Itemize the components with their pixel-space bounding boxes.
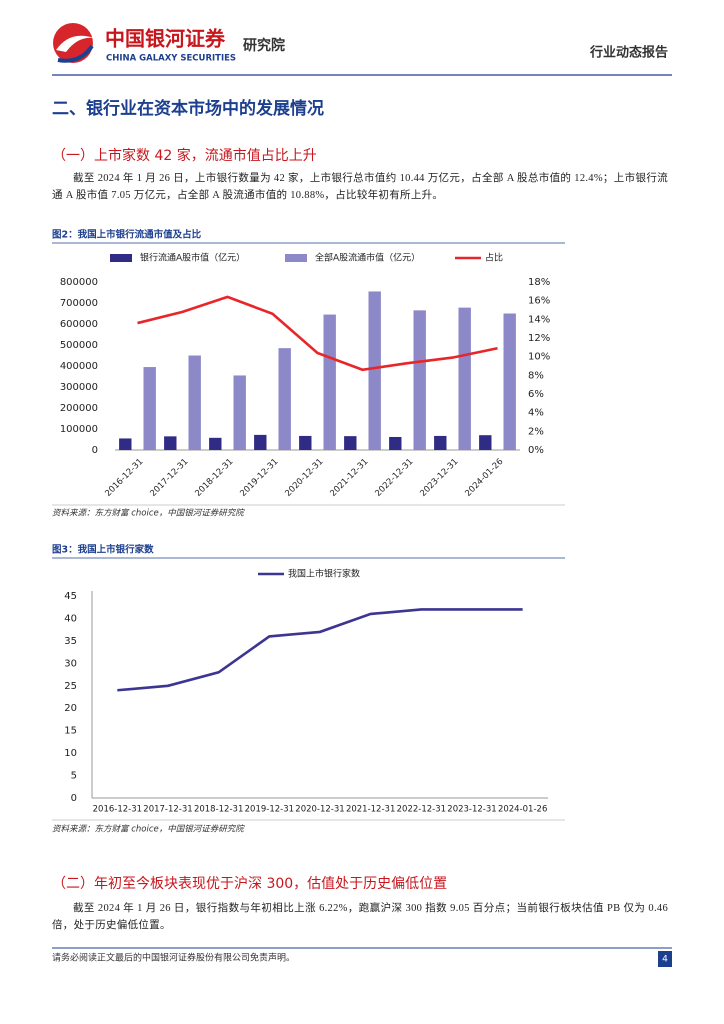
x-tick-label: 2017-12-31 [148, 457, 190, 499]
x-tick-label: 2016-12-31 [103, 457, 145, 499]
bar [119, 438, 132, 450]
y-tick-label: 30 [64, 658, 77, 669]
bar [278, 348, 291, 450]
y-tick-label: 700000 [60, 298, 98, 309]
y2-tick-label: 6% [528, 389, 544, 400]
bar [344, 436, 357, 450]
y-tick-label: 500000 [60, 340, 98, 351]
y2-tick-label: 10% [528, 352, 550, 363]
y-tick-label: 400000 [60, 361, 98, 372]
y-tick-label: 100000 [60, 424, 98, 435]
y-tick-label: 35 [64, 636, 77, 647]
unit: 研究院 [243, 37, 285, 54]
paragraph: 截至 2024 年 1 月 26 日，银行指数与年初相比上涨 6.22%，跑赢沪… [52, 903, 668, 931]
y2-tick-label: 0% [528, 445, 544, 456]
footer-disclaimer: 请务必阅读正文最后的中国银河证券股份有限公司免责声明。 [52, 952, 295, 964]
y-tick-label: 0 [92, 445, 98, 456]
section-title: 二、银行业在资本市场中的发展情况 [52, 98, 324, 119]
bar [233, 375, 246, 450]
y-tick-label: 15 [64, 726, 77, 737]
bar [458, 307, 471, 450]
subsection-title: （二）年初至今板块表现优于沪深 300，估值处于历史偏低位置 [52, 875, 447, 892]
x-tick-label: 2019-12-31 [238, 457, 280, 499]
y2-tick-label: 12% [528, 333, 550, 344]
x-tick-label: 2023-12-31 [447, 805, 496, 815]
y2-tick-label: 18% [528, 277, 550, 288]
bar [323, 314, 336, 450]
y2-tick-label: 14% [528, 314, 550, 325]
x-tick-label: 2020-12-31 [283, 457, 325, 499]
bar [188, 355, 201, 450]
bar [503, 313, 516, 450]
x-tick-label: 2018-12-31 [194, 805, 243, 815]
company-en: CHINA GALAXY SECURITIES [106, 54, 236, 64]
paragraph: 截至 2024 年 1 月 26 日，上市银行数量为 42 家，上市银行总市值约… [52, 173, 668, 201]
x-tick-label: 2021-12-31 [346, 805, 395, 815]
legend-label: 全部A股流通市值（亿元） [315, 252, 420, 264]
y2-tick-label: 16% [528, 296, 550, 307]
logo [53, 23, 94, 63]
figure-source: 资料来源：东方财富 choice，中国银河证券研究院 [52, 824, 245, 835]
bar [479, 435, 492, 450]
y-tick-label: 25 [64, 681, 77, 692]
bar [413, 310, 426, 450]
x-tick-label: 2024-01-26 [498, 805, 547, 815]
legend-swatch [110, 254, 132, 262]
y2-tick-label: 4% [528, 408, 544, 419]
y-tick-label: 0 [71, 793, 77, 804]
line [117, 608, 523, 692]
figure-caption: 图2：我国上市银行流通市值及占比 [52, 229, 202, 241]
y-tick-label: 45 [64, 591, 77, 602]
bar [209, 437, 222, 450]
bar [434, 435, 447, 450]
figure-source: 资料来源：东方财富 choice，中国银河证券研究院 [52, 508, 245, 519]
y-tick-label: 200000 [60, 403, 98, 414]
legend-swatch [285, 254, 307, 262]
bar [143, 367, 156, 450]
bar [164, 436, 177, 450]
x-tick-label: 2022-12-31 [373, 457, 415, 499]
bar [368, 291, 381, 450]
y-tick-label: 300000 [60, 382, 98, 393]
y2-tick-label: 8% [528, 370, 544, 381]
x-tick-label: 2024-01-26 [463, 457, 505, 499]
y-tick-label: 20 [64, 703, 77, 714]
x-tick-label: 2017-12-31 [143, 805, 192, 815]
y-tick-label: 600000 [60, 319, 98, 330]
y2-tick-label: 2% [528, 426, 544, 437]
y-tick-label: 10 [64, 748, 77, 759]
x-tick-label: 2023-12-31 [418, 457, 460, 499]
x-tick-label: 2016-12-31 [93, 805, 142, 815]
legend-label: 我国上市银行家数 [288, 568, 360, 580]
page-number: 4 [662, 955, 668, 965]
legend-label: 占比 [485, 252, 503, 264]
x-tick-label: 2020-12-31 [295, 805, 344, 815]
bar [389, 436, 402, 450]
x-tick-label: 2018-12-31 [193, 457, 235, 499]
y-tick-label: 40 [64, 613, 77, 624]
page-box [658, 951, 672, 967]
x-tick-label: 2022-12-31 [397, 805, 446, 815]
x-tick-label: 2019-12-31 [245, 805, 294, 815]
y-tick-label: 5 [71, 771, 77, 782]
line [137, 295, 498, 372]
company-name: 中国银河证券 [105, 27, 226, 51]
bar [254, 434, 267, 450]
subsection-title: （一）上市家数 42 家，流通市值占比上升 [52, 147, 317, 164]
report-type: 行业动态报告 [589, 45, 668, 61]
y-tick-label: 800000 [60, 277, 98, 288]
legend-label: 银行流通A股市值（亿元） [140, 252, 245, 264]
x-tick-label: 2021-12-31 [328, 457, 370, 499]
bar [299, 435, 312, 450]
figure-caption: 图3：我国上市银行家数 [52, 544, 154, 556]
